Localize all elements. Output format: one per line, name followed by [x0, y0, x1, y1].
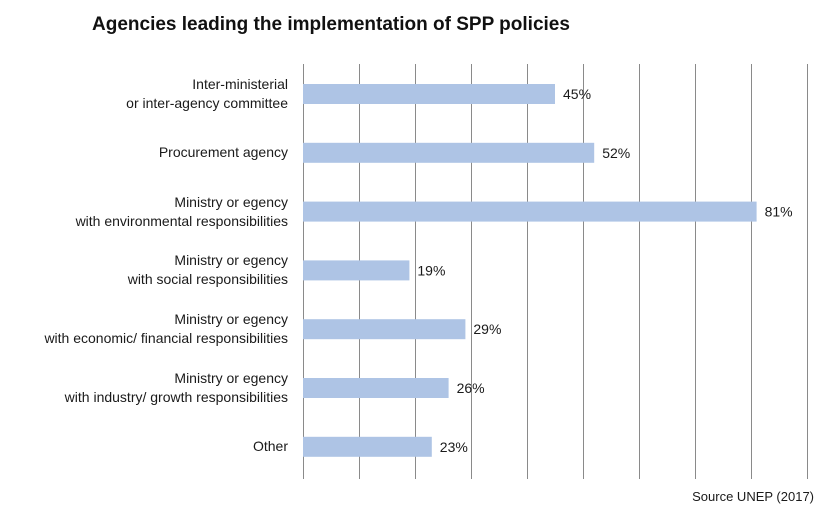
category-label-line: Procurement agency [158, 144, 288, 161]
category-label: Ministry or egency with environmental res… [76, 193, 288, 231]
bar [303, 378, 449, 398]
value-label: 29% [473, 321, 501, 337]
category-label-line: with environmental responsibilities [75, 212, 288, 229]
category-label: Inter-ministerial or inter-agency committ… [126, 75, 288, 113]
category-label: Procurement agency [159, 143, 288, 162]
category-label: Other [253, 437, 288, 456]
category-label-line: Other [252, 438, 288, 455]
category-label-line: Ministry or egency [174, 193, 288, 210]
value-label: 45% [563, 86, 591, 102]
category-label-line: or inter-agency committee [126, 95, 288, 111]
category-label: Ministry or egency with social responsibi… [128, 251, 288, 289]
value-label: 23% [440, 439, 468, 455]
category-label-line: with economic/ financial responsibilitie… [44, 330, 288, 347]
category-label-line: with industry/ growth responsibilities [64, 389, 288, 405]
category-label-line: Ministry or egency [174, 370, 288, 386]
bar [303, 260, 410, 281]
bar [303, 319, 466, 340]
value-label: 52% [602, 145, 630, 161]
category-label-line: Ministry or egency [174, 252, 288, 269]
bar [303, 142, 595, 163]
chart-title: Agencies leading the implementation of S… [92, 14, 570, 35]
value-label: 19% [417, 262, 445, 278]
bar [303, 84, 555, 104]
bar [303, 201, 757, 222]
value-label: 26% [457, 380, 485, 396]
category-label: Ministry or egency with industry/ growth … [65, 369, 288, 407]
value-label: 81% [765, 204, 793, 220]
value-labels: 45% 52% 81% 19% 29% 26% 23% [417, 86, 792, 455]
category-label-line: with social responsibilities [127, 271, 288, 288]
bars [303, 84, 757, 457]
bar [303, 436, 432, 457]
category-label-line: Ministry or egency [174, 311, 288, 328]
category-label-line: Inter-ministerial [192, 76, 288, 92]
category-label: Ministry or egency with economic/ financi… [44, 310, 288, 348]
source-note: Source UNEP (2017) [692, 489, 814, 504]
